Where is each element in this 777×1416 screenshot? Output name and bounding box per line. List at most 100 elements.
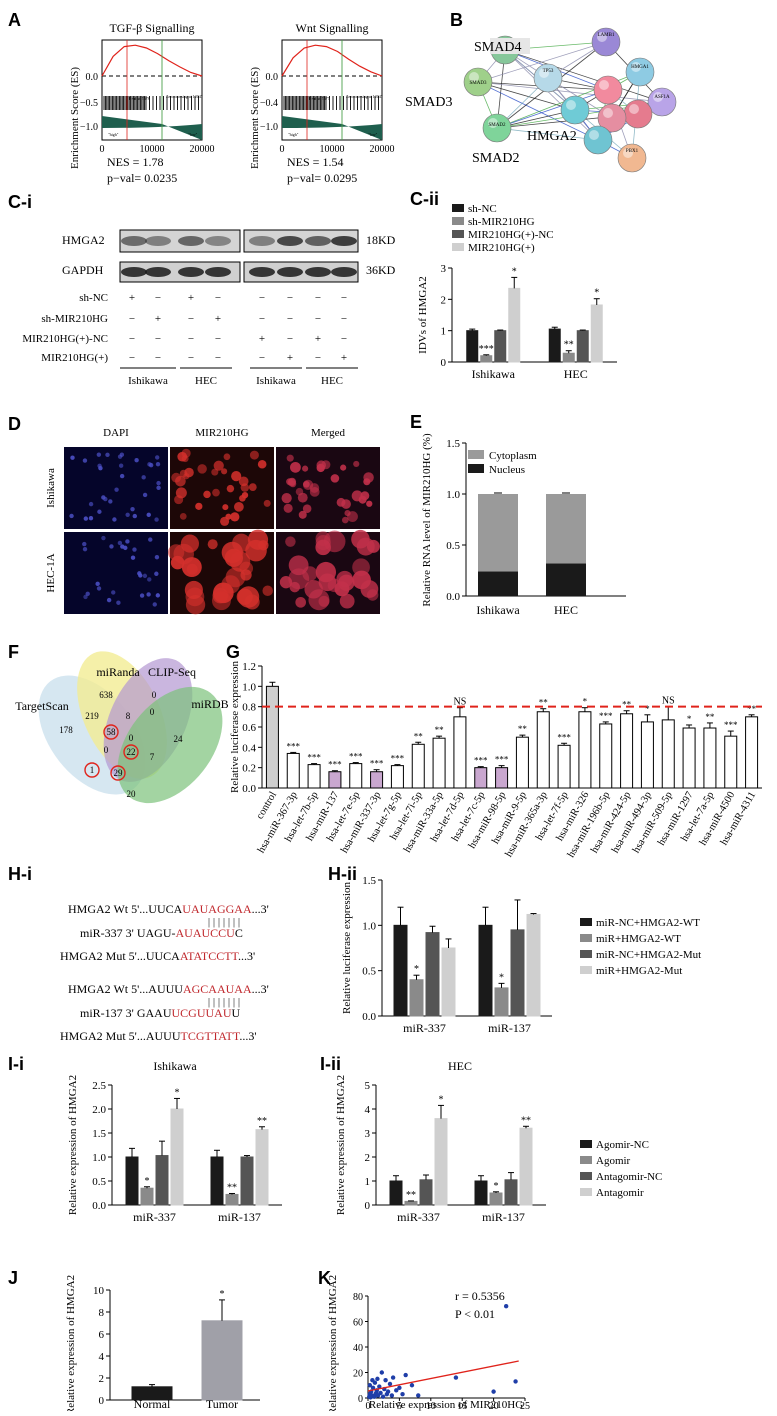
- gsea-zero-note: Zero crossing at 12047: [346, 94, 383, 99]
- legend-item: Cytoplasm: [489, 450, 537, 462]
- network-node-highlight: [589, 130, 599, 140]
- y-tick-label: 2.5: [92, 1080, 106, 1092]
- cell: [132, 513, 137, 519]
- gsea-peak-note: Peak at 5578: [129, 96, 150, 101]
- venn-count: 638: [99, 690, 113, 700]
- network-node: [583, 125, 613, 155]
- bar: [682, 727, 696, 789]
- cell: [339, 593, 355, 609]
- significance-mark: *: [220, 1289, 225, 1300]
- venn-label-clipseq: CLIP-Seq: [148, 665, 196, 679]
- condition-mark: −: [259, 292, 265, 304]
- cell: [155, 462, 161, 467]
- cell: [321, 460, 331, 470]
- bar-mir210hg-nc: [494, 330, 507, 363]
- scatter-point: [387, 1381, 393, 1387]
- micro-column-label: DAPI: [103, 427, 129, 439]
- bar-mir-nc-hmga2-wt: [478, 924, 493, 1017]
- bar-mir-nc-hmga2-wt: [393, 924, 408, 1017]
- micro-image: [64, 532, 168, 614]
- condition-mark: −: [287, 313, 293, 325]
- cell: [146, 592, 151, 597]
- string-network: SMAD3 SMAD2 SMAD4 TP53 LAMB1 HMGA1 ASF1A PBX1 SM…: [405, 27, 677, 173]
- bar-agomir: [489, 1192, 503, 1206]
- bar-sh-mir210hg: [562, 352, 575, 363]
- scatter-point: [373, 1390, 379, 1396]
- x-category-label: miR-337: [397, 1210, 440, 1224]
- legend-swatch: [580, 918, 592, 926]
- gsea-y-tick-label: −1.0: [80, 122, 98, 133]
- blot-band-hmga2: [331, 236, 357, 246]
- x-category-label: HEC: [564, 367, 588, 381]
- gsea-pval: p−val= 0.0295: [287, 171, 357, 185]
- cell: [221, 468, 228, 475]
- blot-band-hmga2: [121, 236, 147, 246]
- bar: [307, 764, 321, 789]
- cell: [340, 464, 347, 471]
- bar-mir210hg-: [508, 287, 521, 363]
- bar: [599, 723, 613, 789]
- panel-label-c-ii: C-ii: [410, 189, 439, 209]
- venn-count: 58: [107, 727, 117, 737]
- y-tick-label: 1.5: [446, 438, 460, 450]
- panel-d: D DAPI MIR210HG Merged Ishikawa HEC-1A: [8, 414, 380, 615]
- x-axis-label: Relative expression of MIR210HG: [369, 1399, 523, 1411]
- cell: [174, 495, 184, 505]
- blot-band-gapdh: [178, 267, 204, 277]
- scatter-point: [385, 1389, 391, 1394]
- seq-segment: HMGA2 Mut 5'...AUUU: [60, 1029, 181, 1043]
- legend-swatch: [468, 464, 484, 473]
- legend-i-ii-item: Agomir-NC: [596, 1139, 649, 1151]
- y-tick-label: 8: [99, 1307, 105, 1319]
- cell: [155, 455, 160, 460]
- panel-label-i-ii: I-ii: [320, 1054, 341, 1074]
- x-category-label: miR-337: [133, 1210, 176, 1224]
- significance-mark: *: [583, 697, 588, 707]
- significance-mark: **: [747, 704, 757, 714]
- cell: [283, 503, 293, 513]
- regression-line: [367, 1360, 519, 1392]
- condition-mark: −: [215, 352, 221, 364]
- significance-mark: **: [564, 340, 574, 351]
- condition-mark: −: [259, 352, 265, 364]
- scatter-point: [383, 1377, 388, 1383]
- cell: [309, 487, 320, 497]
- panel-label-f: F: [8, 642, 19, 662]
- condition-mark: −: [188, 313, 194, 325]
- y-tick-label: 4: [365, 1104, 371, 1116]
- cell: [203, 490, 211, 499]
- condition-mark: −: [341, 313, 347, 325]
- cell: [101, 495, 106, 500]
- gsea-plot-tgf: TGF-β Signalling Peak at 5578 Zero crossin…: [80, 21, 215, 185]
- network-edge: [477, 81, 576, 111]
- blot-band-hmga2: [249, 236, 275, 246]
- scatter-point: [503, 1304, 509, 1309]
- y-tick-label: 20: [353, 1369, 363, 1380]
- bar-mir-nc-hmga2-mut: [510, 929, 525, 1017]
- bar: [453, 716, 467, 789]
- y-axis-label: Relative luciferase expression: [229, 661, 241, 793]
- cell: [141, 475, 146, 480]
- network-node-highlight: [623, 148, 633, 158]
- scatter-point: [409, 1383, 415, 1388]
- network-node: [533, 63, 563, 93]
- cell: [207, 539, 218, 550]
- network-node: [560, 95, 590, 125]
- legend-swatch: [580, 1188, 592, 1196]
- bar: [515, 736, 529, 789]
- condition-mark: −: [287, 292, 293, 304]
- blot-band-gapdh: [145, 267, 171, 277]
- condition-mark: +: [259, 333, 265, 345]
- network-node-label: ASF1A: [654, 95, 670, 100]
- cell: [290, 461, 301, 473]
- y-tick-label: 0.0: [446, 591, 460, 603]
- condition-mark: −: [215, 333, 221, 345]
- y-tick-label: 1: [441, 326, 447, 338]
- network-node-label: TP53: [543, 69, 554, 74]
- bar-agomir-nc: [125, 1156, 139, 1206]
- condition-label: MIR210HG(+): [41, 352, 108, 364]
- legend-c-ii-item: MIR210HG(+)-NC: [468, 229, 554, 241]
- x-category-label: Normal: [134, 1397, 171, 1411]
- cell: [83, 594, 88, 600]
